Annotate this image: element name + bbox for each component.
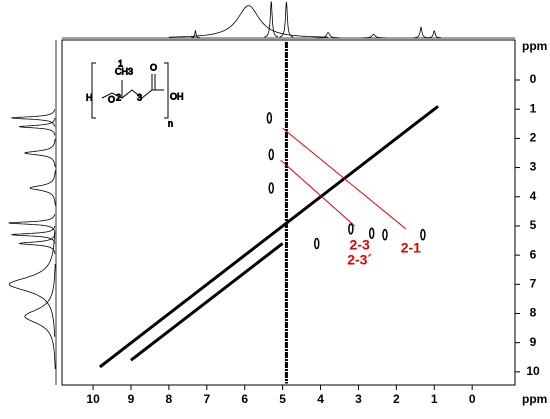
y-tick-label: 1: [530, 101, 537, 115]
bracket: [91, 62, 169, 119]
atom: CH3: [115, 66, 133, 76]
position-label: 2: [116, 92, 121, 102]
bonds: [101, 74, 164, 99]
cross-peak: [268, 182, 275, 194]
x-tick-label: 10: [86, 392, 100, 406]
projection-peak: [18, 117, 56, 136]
projection-peak: [24, 263, 56, 369]
projection-peak: [29, 170, 56, 206]
x-tick-label: 8: [166, 392, 173, 406]
cross-peak: [313, 237, 320, 250]
cross-peak: [368, 227, 375, 239]
diagonal-contour: [98, 105, 439, 369]
projection-peak: [24, 138, 56, 168]
atom: O: [108, 94, 115, 104]
structure: H O CH3 OH O n 1 2 3: [86, 58, 185, 129]
projection-peak: [279, 1, 294, 38]
x-tick-label: 3: [355, 392, 362, 406]
annotation-label: 2-3´: [347, 252, 372, 268]
atom: n: [168, 118, 173, 128]
position-label: 3: [137, 92, 142, 102]
y-tick-label: 9: [530, 335, 537, 349]
y-tick-label: 5: [530, 218, 537, 232]
annotation-label: 2-1: [401, 240, 421, 256]
projection-peak: [316, 32, 340, 39]
annotation-line: [280, 159, 355, 227]
x-axis-label: ppm: [522, 392, 547, 406]
projection-peak: [7, 214, 56, 232]
y-tick-label: 7: [530, 276, 537, 290]
projection-peak: [190, 29, 200, 39]
y-tick-label: 2: [530, 131, 537, 145]
atom: OH: [170, 91, 184, 101]
annotation-line: [282, 127, 407, 230]
x-tick-label: 0: [469, 392, 476, 406]
cross-peak: [420, 228, 426, 241]
plot-frame: [61, 39, 516, 386]
projection-peak: [8, 231, 56, 337]
projection-peak: [10, 109, 56, 127]
cross-peak: [268, 148, 275, 161]
position-label: 1: [118, 58, 123, 68]
y-tick-label: 3: [530, 160, 537, 174]
x-tick-label: 1: [431, 392, 438, 406]
projection-peak: [168, 5, 329, 38]
y-axis-label: ppm: [522, 39, 547, 53]
projection-peak: [362, 34, 385, 39]
annotation-label: 2-3: [350, 237, 370, 253]
x-tick-label: 5: [279, 392, 286, 406]
y-tick-label: 8: [530, 306, 537, 320]
projection-peak: [264, 0, 279, 38]
atom: H: [86, 92, 93, 102]
y-tick-label: 6: [530, 247, 537, 261]
x-tick-label: 6: [241, 392, 248, 406]
projection-peak: [18, 232, 56, 254]
x-tick-label: 9: [128, 392, 135, 406]
atom: O: [150, 62, 157, 72]
y-tick-label: 0: [530, 72, 537, 86]
x-tick-label: 4: [317, 392, 324, 406]
projection-peak: [427, 30, 442, 39]
diagonal-contour: [130, 242, 284, 362]
x-tick-label: 2: [393, 392, 400, 406]
x-tick-label: 7: [203, 392, 210, 406]
y-tick-label: 4: [530, 189, 537, 203]
cross-peak: [266, 112, 273, 124]
projection-peak: [414, 26, 428, 39]
cross-peak: [348, 223, 354, 235]
y-tick-label: 10: [526, 364, 540, 378]
projection-peak: [10, 225, 56, 244]
cross-peak: [382, 228, 388, 241]
